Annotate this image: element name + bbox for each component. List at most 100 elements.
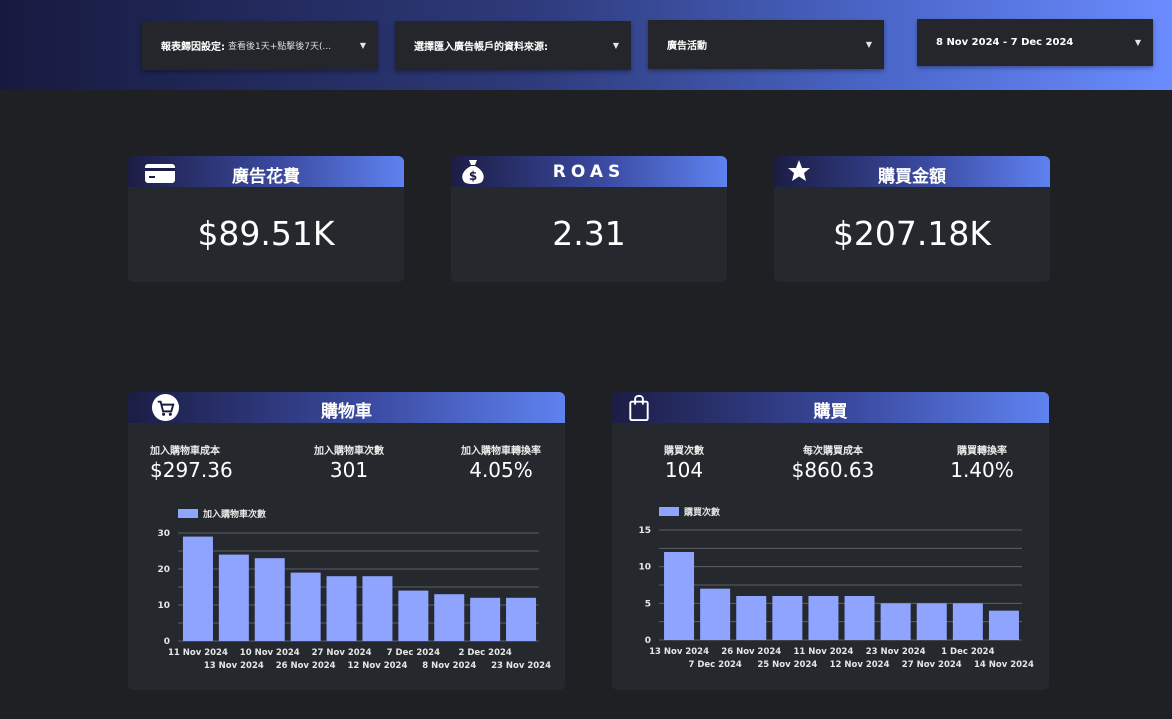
filter-label: 選擇匯入廣告帳戶的資料來源: [414,42,548,53]
bar [506,597,537,641]
y-tick-label: 10 [157,601,170,611]
campaign-filter[interactable]: 廣告活動 ▼ [648,20,884,69]
metric-label: 加入購物車成本 [150,446,220,457]
metric-label: 加入購物車次數 [314,446,384,457]
metric-add-to-cart-count: 加入購物車次數 301 [298,442,400,482]
filter-label: 報表歸因設定: [161,42,225,53]
x-tick-label: 14 Nov 2024 [974,660,1034,670]
y-tick-label: 0 [645,636,651,646]
date-range-filter[interactable]: 8 Nov 2024 - 7 Dec 2024 ▼ [917,19,1153,66]
svg-text:$: $ [469,169,477,183]
bar [470,597,501,641]
bar [434,594,465,641]
kpi-ad-spend: 廣告花費 $89.51K [128,156,404,282]
metric-value: $860.63 [791,458,875,482]
filter-value: 查看後1天+點擊後7天(... [228,42,332,52]
metric-value: 1.40% [950,458,1014,482]
metric-add-to-cart-rate: 加入購物車轉換率 4.05% [444,442,558,482]
x-tick-label: 26 Nov 2024 [721,647,781,657]
shopping-cart-icon [151,393,180,422]
bar [664,552,695,640]
kpi-title: 廣告花費 [232,167,300,187]
kpi-header: 購買金額 [774,156,1050,187]
shopping-bag-icon [629,394,649,422]
kpi-value: $207.18K [832,214,992,253]
bar [398,590,429,641]
metric-value: 301 [329,458,369,482]
metric-label: 購買次數 [664,446,704,457]
x-tick-label: 1 Dec 2024 [941,647,994,657]
panel-header: 購物車 [128,392,565,423]
x-tick-label: 10 Nov 2024 [240,648,300,658]
x-tick-label: 2 Dec 2024 [458,648,511,658]
bar [362,576,393,641]
x-tick-label: 13 Nov 2024 [649,647,709,657]
y-tick-label: 10 [638,563,651,573]
bar [290,572,321,641]
x-tick-label: 23 Nov 2024 [491,661,551,671]
legend-label: 購買次數 [683,506,721,518]
x-tick-label: 13 Nov 2024 [204,661,264,671]
star-icon [788,160,810,181]
y-tick-label: 30 [157,529,170,539]
caret-down-icon: ▼ [1134,38,1141,47]
x-tick-label: 23 Nov 2024 [866,647,926,657]
kpi-value: $89.51K [197,214,335,253]
bar [736,596,767,640]
kpi-title: ROAS [552,162,626,182]
y-tick-label: 15 [638,526,651,536]
bar [254,558,285,641]
x-tick-label: 12 Nov 2024 [830,660,890,670]
metric-purchase-count: 購買次數 104 [642,442,726,482]
attribution-filter[interactable]: 報表歸因設定: 查看後1天+點擊後7天(... ▼ [142,21,378,70]
x-tick-label: 7 Dec 2024 [387,648,440,658]
money-bag-icon: $ [462,160,484,184]
kpi-roas: $ ROAS 2.31 [451,156,727,282]
metric-value: 104 [664,458,704,482]
filter-label: 廣告活動 [667,41,707,52]
legend-swatch [659,507,679,516]
legend-label: 加入購物車次數 [202,508,267,520]
x-tick-label: 11 Nov 2024 [168,648,228,658]
y-tick-label: 0 [164,637,170,647]
bar [218,554,249,641]
x-tick-label: 27 Nov 2024 [902,660,962,670]
purchase-panel: 購買 購買次數 104 每次購買成本 $860.63 購買轉換率 1.40% 購… [612,392,1049,690]
panel-header: 購買 [612,392,1049,423]
metric-value: 4.05% [469,458,533,482]
bar [808,596,839,640]
bar [182,536,213,641]
panel-title: 購物車 [321,402,372,422]
metric-value: $297.36 [150,458,233,482]
kpi-header: 廣告花費 [128,156,404,187]
x-tick-label: 11 Nov 2024 [793,647,853,657]
caret-down-icon: ▼ [359,41,366,50]
credit-card-icon [145,164,175,183]
kpi-header: $ ROAS [451,156,727,187]
bar [880,603,911,640]
metric-label: 每次購買成本 [803,446,863,457]
cart-panel: 購物車 加入購物車成本 $297.36 加入購物車次數 301 加入購物車轉換率… [128,392,565,690]
y-tick-label: 5 [645,599,651,609]
metric-label: 購買轉換率 [957,446,1007,457]
metric-label: 加入購物車轉換率 [461,446,541,457]
metric-cost-per-purchase: 每次購買成本 $860.63 [782,442,884,482]
panel-title: 購買 [813,402,848,422]
metric-add-to-cart-cost: 加入購物車成本 $297.36 [150,442,250,482]
bar [326,576,357,641]
kpi-title: 購買金額 [878,167,946,187]
bar [772,596,803,640]
bar [952,603,983,640]
x-tick-label: 12 Nov 2024 [347,661,407,671]
x-tick-label: 27 Nov 2024 [312,648,372,658]
bar [844,596,875,640]
bar [916,603,947,640]
x-tick-label: 8 Nov 2024 [422,661,476,671]
x-tick-label: 25 Nov 2024 [757,660,817,670]
caret-down-icon: ▼ [865,40,872,49]
data-source-filter[interactable]: 選擇匯入廣告帳戶的資料來源: ▼ [395,21,631,70]
date-range-label: 8 Nov 2024 - 7 Dec 2024 [936,37,1074,48]
bar [988,610,1019,640]
y-tick-label: 20 [157,565,170,575]
legend-swatch [178,509,198,518]
